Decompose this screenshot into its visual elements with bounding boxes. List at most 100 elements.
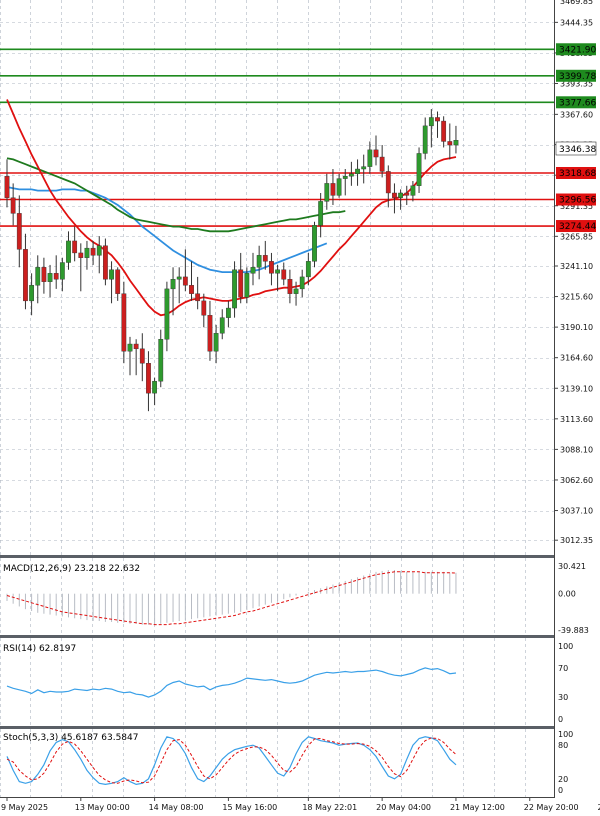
stoch-tick-label: 20 [558,775,568,784]
candle-body [207,315,213,352]
candle-body [232,269,237,309]
candle-body [127,343,133,352]
candle-body [189,285,194,294]
macd-tick-label: 0.00 [558,590,576,599]
candle-body [287,279,293,294]
price-tick-label: 3088.10 [560,445,593,454]
candle-body [146,363,151,394]
candle-body [275,269,280,274]
candle-body [355,168,360,175]
candle-body [41,267,47,282]
rsi-title: RSI(14) 62.8197 [3,644,76,654]
rsi-tick-label: 100 [558,642,573,651]
candle-body [312,225,317,262]
ma-mid-line [6,157,346,233]
candle-body [47,273,53,282]
current-price-label: 3346.38 [559,145,596,155]
candle-body [441,120,447,142]
candle-body [250,267,256,274]
macd-signal-line [6,571,457,626]
candle-body [330,183,336,196]
time-tick-label: 26 May 00:00 [598,803,600,812]
candle-body [398,192,403,198]
candle-body [349,173,354,177]
candle-body [72,240,78,254]
candle-body [269,261,274,274]
candle-body [281,269,287,280]
time-tick-label: 22 May 20:00 [524,803,579,812]
candle-body [29,285,34,302]
candle-body [262,255,268,262]
candle-body [305,261,311,278]
current-price-box [555,141,597,156]
resistance-level-box [556,69,596,82]
candle-body [90,247,96,256]
stoch-tick-label: 80 [558,741,568,750]
time-tick-label: 20 May 04:00 [376,803,431,812]
support-level-label: 3296.56 [559,196,596,206]
candle-body [170,279,176,290]
support-level-box [556,193,596,206]
candle-body [195,293,201,302]
macd-tick-label: -39.883 [558,626,589,635]
candle-body [238,269,244,298]
time-tick-label: 15 May 16:00 [222,803,277,812]
time-tick-label: 21 May 12:00 [450,803,505,812]
candle-body [361,166,367,170]
current-price-marker: 3346.38 [555,141,597,156]
time-tick-label: 13 May 00:00 [75,803,130,812]
macd-histogram [6,570,457,625]
candle-body [324,183,330,202]
candle-body [435,117,440,122]
candle-body [4,176,10,198]
candle-body [410,185,416,196]
rsi-tick-label: 30 [558,693,568,702]
price-pane: 3444.353418.853393.353367.603342.353316.… [0,0,596,545]
resistance-level-box [556,96,596,109]
price-tick-label: 3393.35 [560,79,593,88]
support-levels [0,172,554,227]
rsi-pane: RSI(14) 62.8197 100 70 30 0 [3,642,573,724]
candle-body [416,153,422,186]
candle-body [299,276,305,290]
price-tick-label: 3012.35 [560,536,593,545]
support-level-box [556,220,596,233]
candle-body [164,288,170,340]
candle-body [10,197,16,214]
candle-body [96,245,102,256]
candle-body [59,262,65,280]
candle-body [66,240,71,263]
stoch-title: Stoch(5,3,3) 45.6187 63.5847 [3,733,138,743]
price-tick-label: 3062.60 [560,476,593,485]
candle-body [139,348,145,364]
candle-body [373,149,379,158]
price-tick-label: 3265.85 [560,232,593,241]
level-labels: 3421.90 3399.78 3377.66 3318.68 3296.56 3274.… [556,43,596,233]
macd-title: MACD(12,26,9) 23.218 22.632 [3,564,140,574]
pane-separator [0,726,555,729]
candle-body [201,300,207,316]
candle-body [152,380,157,394]
stoch-tick-label: 100 [558,730,573,739]
candle-body [115,269,121,294]
candle-body [385,171,391,194]
candle-body [121,293,127,352]
resistance-level-box [556,43,596,56]
candle-body [219,317,225,334]
candle-body [447,141,453,146]
candle-body [342,176,348,179]
candle-body [336,178,342,196]
candle-body [318,201,324,226]
time-tick-label: 14 May 08:00 [149,803,204,812]
candle-body [133,343,139,350]
stoch-d-line [6,737,457,784]
candle-body [23,249,28,302]
candle-body [379,156,385,172]
candle-body [182,276,188,286]
price-tick-label: 3037.10 [560,507,593,516]
stoch-k-line [6,736,457,786]
candle-body [109,269,114,280]
candle-body [213,333,219,352]
